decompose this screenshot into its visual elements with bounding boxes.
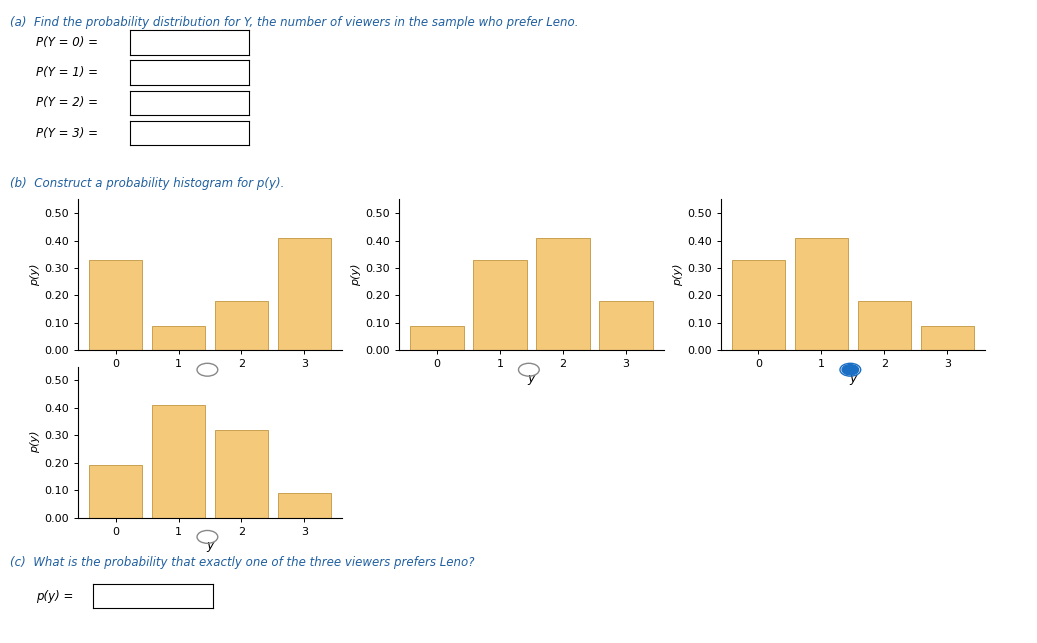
Bar xyxy=(215,430,269,518)
X-axis label: y: y xyxy=(528,372,535,385)
Bar xyxy=(411,326,464,350)
X-axis label: y: y xyxy=(206,372,214,385)
Bar xyxy=(89,260,142,350)
Bar xyxy=(732,260,785,350)
X-axis label: y: y xyxy=(849,372,857,385)
Bar xyxy=(278,493,331,518)
Bar xyxy=(599,301,652,350)
Text: P(Y = 3) =: P(Y = 3) = xyxy=(36,127,99,140)
Bar xyxy=(89,466,142,518)
Bar xyxy=(921,326,974,350)
Text: p(y) =: p(y) = xyxy=(36,590,74,602)
Text: (b)  Construct a probability histogram for p(y).: (b) Construct a probability histogram fo… xyxy=(10,177,285,190)
Y-axis label: p(y): p(y) xyxy=(352,264,361,286)
Bar xyxy=(794,238,848,350)
X-axis label: y: y xyxy=(206,539,214,552)
Y-axis label: p(y): p(y) xyxy=(673,264,682,286)
Y-axis label: p(y): p(y) xyxy=(30,431,39,453)
Text: P(Y = 0) =: P(Y = 0) = xyxy=(36,36,99,49)
Y-axis label: p(y): p(y) xyxy=(30,264,39,286)
Text: P(Y = 1) =: P(Y = 1) = xyxy=(36,66,99,79)
Bar xyxy=(536,238,590,350)
Bar xyxy=(278,238,331,350)
Bar xyxy=(151,326,205,350)
Bar xyxy=(473,260,527,350)
Text: (c)  What is the probability that exactly one of the three viewers prefers Leno?: (c) What is the probability that exactly… xyxy=(10,556,475,569)
Text: P(Y = 2) =: P(Y = 2) = xyxy=(36,96,99,109)
Bar xyxy=(151,405,205,518)
Text: (a)  Find the probability distribution for Y, the number of viewers in the sampl: (a) Find the probability distribution fo… xyxy=(10,16,579,29)
Bar xyxy=(858,301,912,350)
Bar xyxy=(215,301,269,350)
